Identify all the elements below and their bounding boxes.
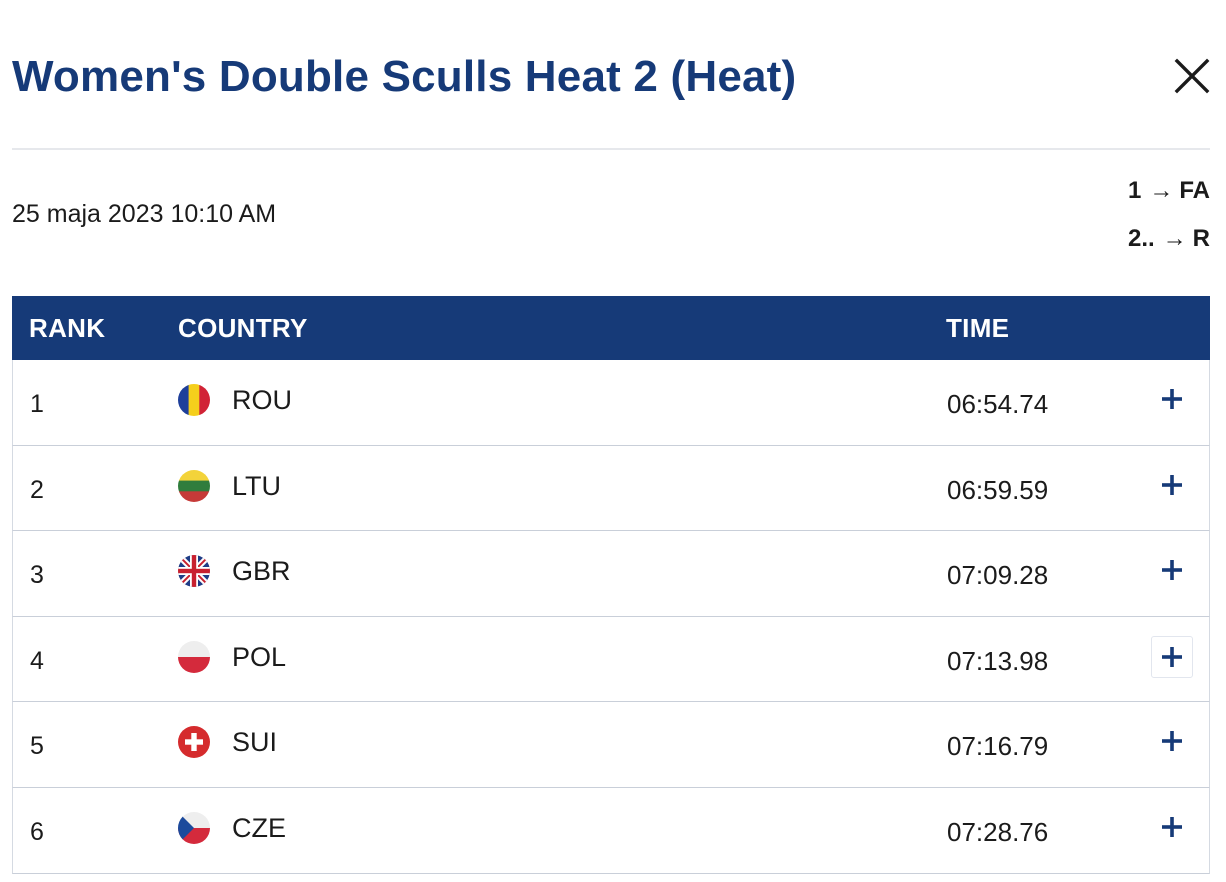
rank-cell: 1 (30, 390, 44, 418)
country-code: POL (232, 641, 287, 672)
column-header-time: TIME (946, 313, 1010, 343)
table-row: 4 POL 07:13.98 (12, 616, 1210, 703)
expand-row-button[interactable] (1151, 464, 1193, 506)
time-cell: 06:59.59 (947, 474, 1049, 505)
rank-cell: 3 (30, 561, 44, 590)
modal-header: Women's Double Sculls Heat 2 (Heat) (12, 48, 1214, 112)
table-row: 2 LTU 06:59.59 (12, 445, 1210, 532)
country-code: CZE (232, 812, 286, 843)
expand-row-button[interactable] (1151, 806, 1193, 848)
time-cell: 07:16.79 (947, 731, 1049, 762)
arrow-right-icon: → (1149, 177, 1174, 204)
results-table: RANK COUNTRY TIME 1 ROU 06:54.74 2 LTU 0… (12, 296, 1210, 874)
arrow-right-icon: → (1162, 225, 1187, 252)
country-code: GBR (232, 556, 291, 587)
table-row: 5 SUI 07:16.79 (12, 702, 1210, 788)
expand-row-button[interactable] (1151, 720, 1193, 762)
rank-cell: 4 (30, 646, 44, 675)
plus-icon (1162, 560, 1182, 581)
rank-cell: 5 (30, 732, 44, 761)
close-icon (1174, 58, 1210, 94)
table-header: RANK COUNTRY TIME (12, 296, 1210, 360)
close-button[interactable] (1172, 56, 1212, 96)
time-cell: 06:54.74 (947, 389, 1049, 419)
romania-flag-icon (178, 384, 210, 416)
modal-title: Women's Double Sculls Heat 2 (Heat) (12, 52, 797, 101)
expand-row-button[interactable] (1151, 549, 1193, 591)
progression-rule: 1 → FA (1128, 176, 1210, 224)
country-code: ROU (232, 385, 292, 415)
great-britain-flag-icon (178, 555, 210, 588)
table-row: 6 CZE 07:28.76 (12, 787, 1210, 874)
plus-icon (1162, 646, 1182, 667)
switzerland-flag-icon (178, 726, 210, 759)
progression-rules: 1 → FA 2.. → R (1128, 176, 1210, 272)
progression-from: 1 (1127, 177, 1142, 204)
rank-cell: 2 (30, 475, 44, 504)
plus-icon (1162, 731, 1182, 752)
time-cell: 07:28.76 (947, 816, 1049, 847)
country-code: LTU (232, 470, 282, 501)
plus-icon (1162, 474, 1182, 495)
lithuania-flag-icon (178, 469, 210, 502)
country-code: SUI (232, 727, 278, 758)
expand-row-button[interactable] (1151, 378, 1193, 420)
column-header-rank: RANK (29, 313, 106, 343)
plus-icon (1162, 389, 1182, 409)
progression-rule: 2.. → R (1128, 224, 1210, 272)
header-divider (12, 148, 1210, 150)
rank-cell: 6 (30, 817, 44, 846)
table-row: 1 ROU 06:54.74 (12, 360, 1210, 446)
progression-to: FA (1179, 177, 1210, 204)
poland-flag-icon (178, 640, 210, 673)
czechia-flag-icon (178, 811, 210, 844)
expand-row-button[interactable] (1151, 635, 1193, 678)
time-cell: 07:09.28 (947, 560, 1049, 591)
table-row: 3 GBR 07:09.28 (12, 531, 1210, 617)
progression-to: R (1192, 225, 1210, 252)
column-header-country: COUNTRY (178, 313, 308, 343)
plus-icon (1162, 816, 1182, 837)
progression-from: 2.. (1127, 225, 1155, 252)
race-datetime: 25 maja 2023 10:10 AM (12, 200, 277, 228)
time-cell: 07:13.98 (947, 645, 1049, 676)
